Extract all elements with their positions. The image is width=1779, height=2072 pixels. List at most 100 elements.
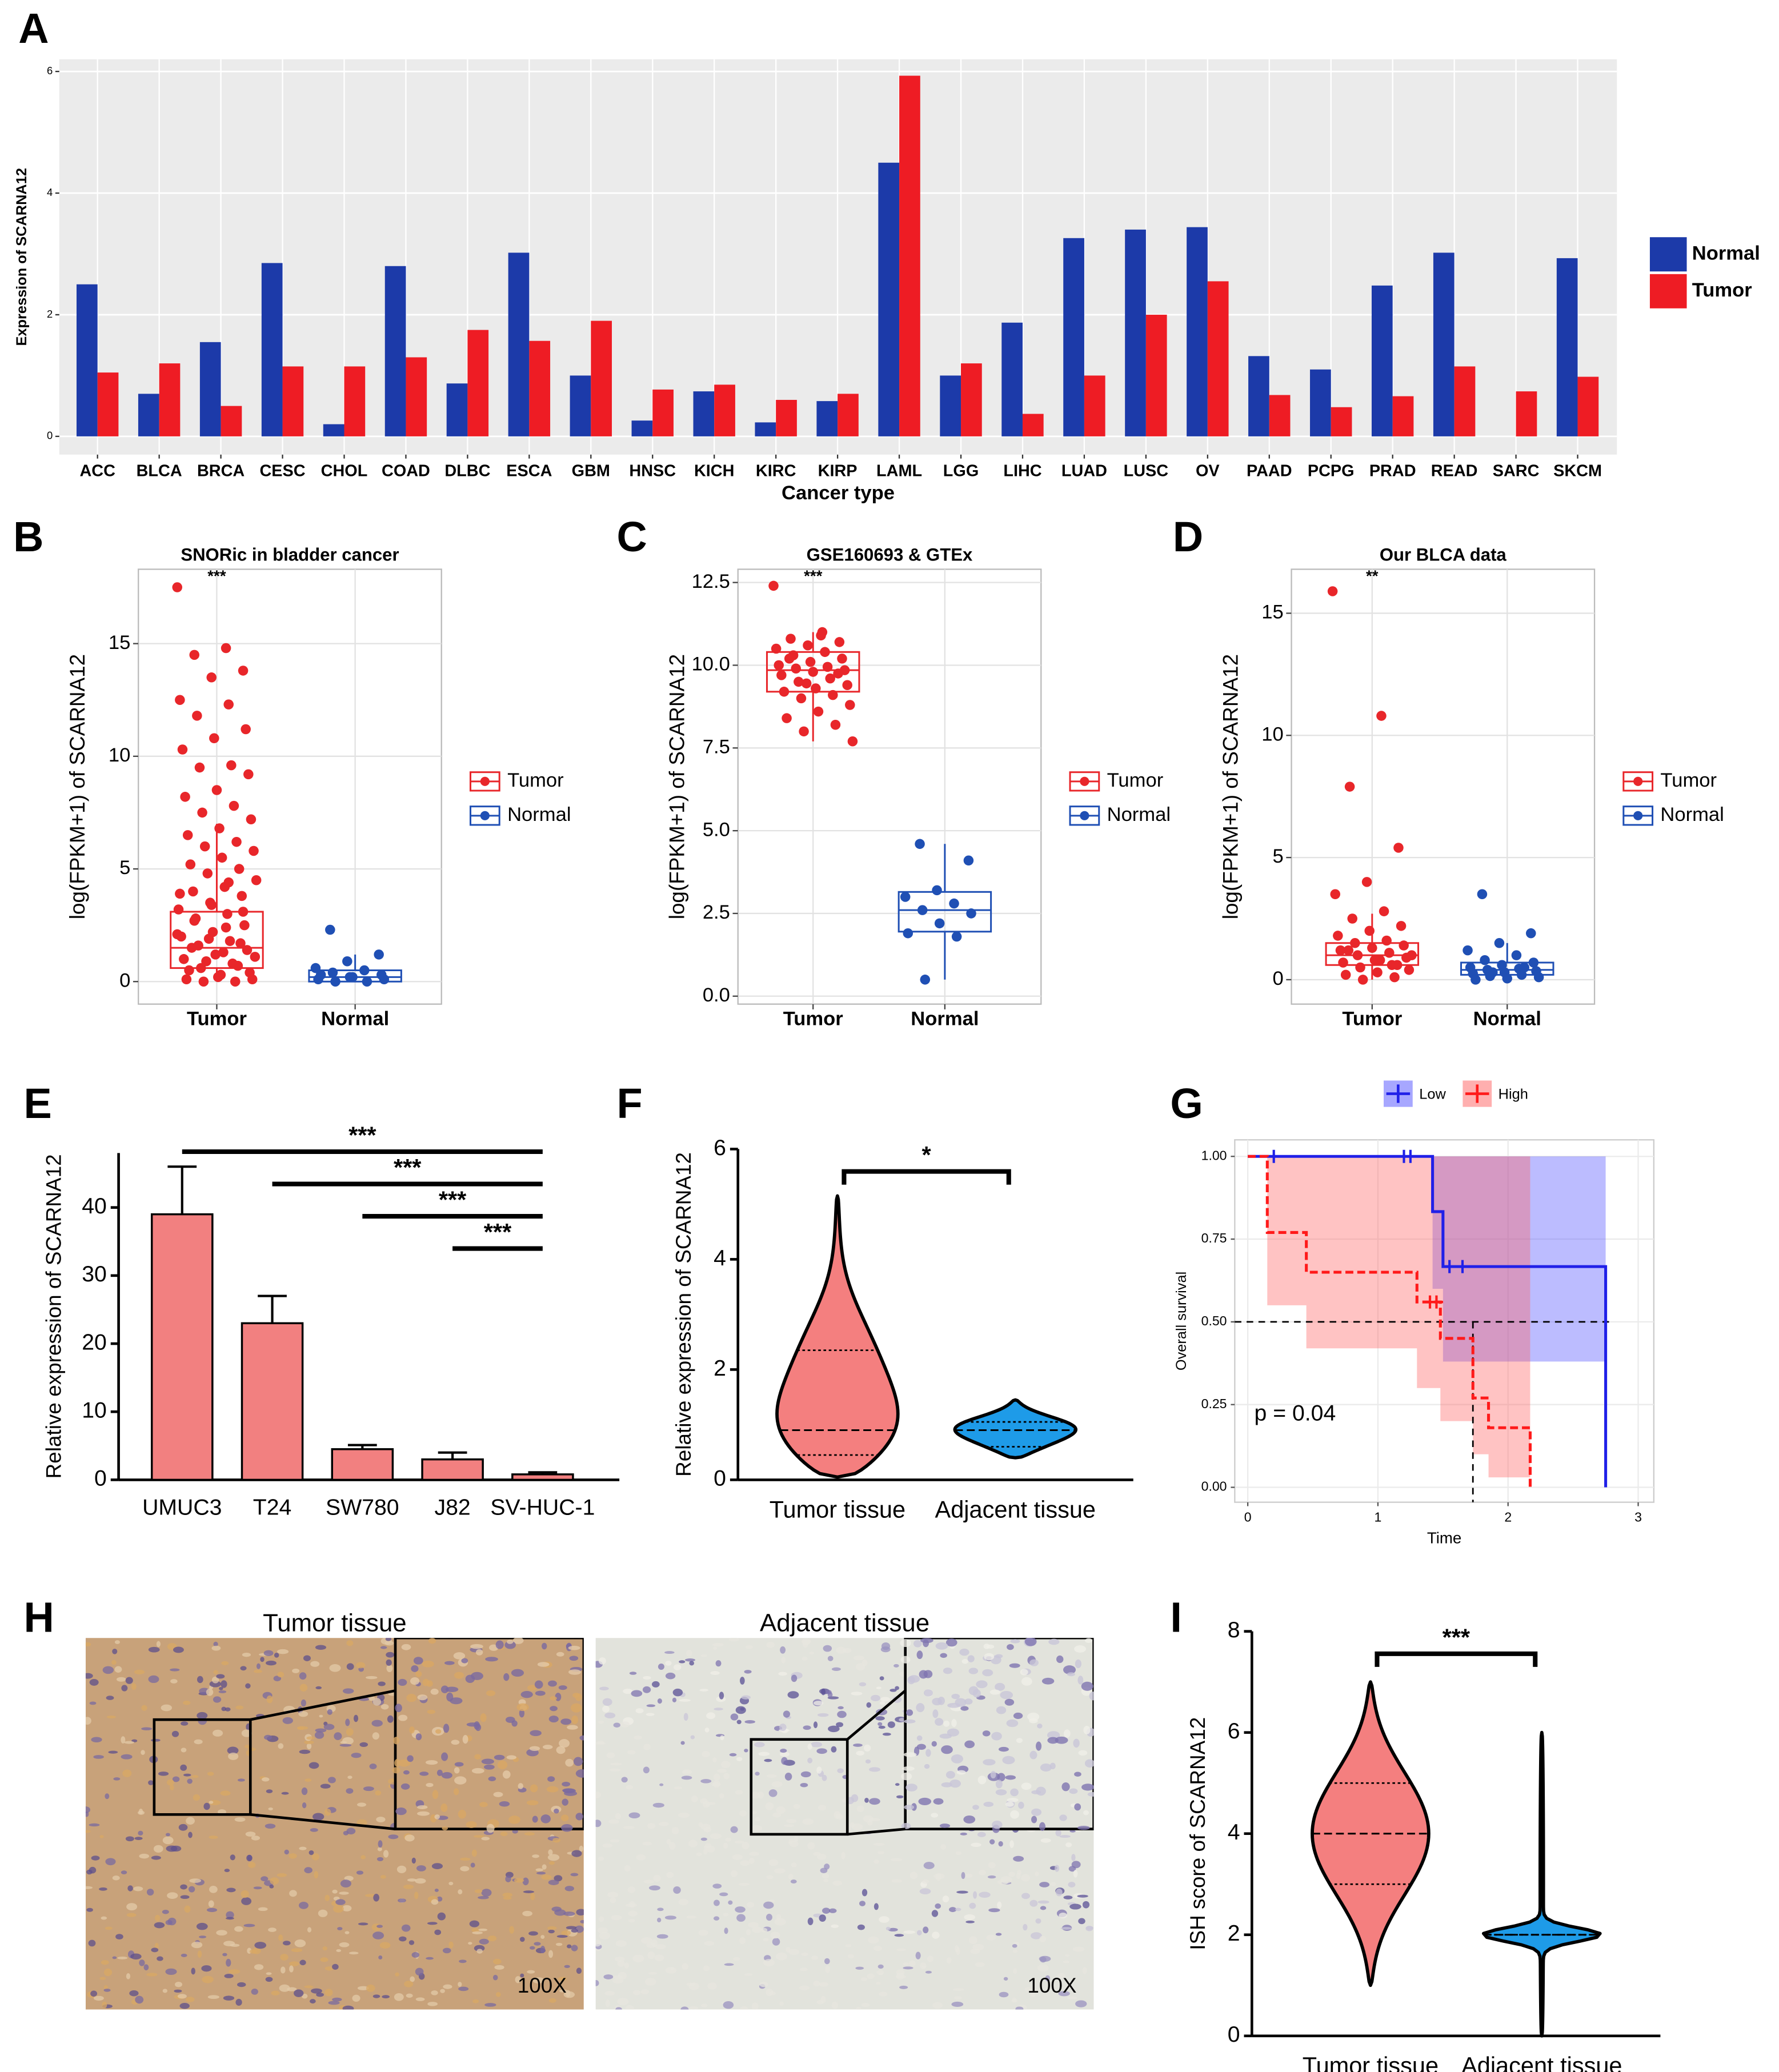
image-title: Tumor tissue — [263, 1609, 407, 1637]
cell — [807, 1842, 815, 1850]
cell — [207, 1772, 214, 1776]
cell — [700, 2003, 708, 2007]
inset-cell — [1074, 1803, 1081, 1811]
cell — [197, 1712, 208, 1720]
cell — [243, 1923, 255, 1927]
cell — [540, 1945, 546, 1954]
data-point — [1372, 967, 1383, 977]
cell — [155, 1914, 161, 1922]
data-point — [949, 898, 959, 909]
cell — [979, 1891, 991, 1898]
inset — [394, 1638, 584, 1830]
cell — [1085, 1926, 1093, 1931]
cell — [548, 1879, 559, 1885]
data-point — [1399, 940, 1409, 951]
inset-cell — [417, 1694, 428, 1701]
inset-cell — [1087, 1792, 1094, 1797]
inset-cell — [568, 1669, 582, 1675]
cell — [869, 1767, 880, 1772]
data-point — [197, 807, 207, 818]
bar — [1454, 366, 1476, 436]
cell — [206, 1907, 218, 1913]
inset-cell — [1031, 1790, 1041, 1794]
cell — [876, 1686, 882, 1690]
inset-cell — [960, 1706, 969, 1711]
cell — [656, 1934, 668, 1939]
bar — [1371, 285, 1393, 436]
cell — [277, 1672, 285, 1678]
data-point — [1327, 586, 1338, 596]
cell — [442, 1947, 451, 1954]
x-tick-label: LGG — [943, 462, 979, 480]
inset-cell — [995, 1780, 1003, 1789]
data-point — [776, 670, 787, 680]
inset-cell — [556, 1652, 564, 1657]
inset-cell — [1074, 1645, 1087, 1653]
data-point — [172, 582, 183, 592]
inset-cell — [916, 1650, 923, 1660]
cell — [612, 1978, 624, 1984]
data-point — [1396, 921, 1407, 931]
data-point — [221, 643, 231, 654]
data-point — [223, 699, 234, 710]
cell — [1015, 2006, 1024, 2010]
data-point — [1463, 945, 1473, 956]
cell — [666, 1838, 671, 1845]
cell — [85, 1830, 91, 1833]
cell — [836, 1646, 846, 1654]
inset-cell — [919, 1670, 928, 1679]
inset-cell — [990, 1771, 996, 1779]
bar — [199, 342, 221, 436]
cell — [979, 1869, 987, 1875]
bar — [508, 253, 530, 436]
cell — [1009, 1840, 1014, 1848]
inset-cell — [1040, 1764, 1052, 1772]
box-body — [170, 911, 264, 969]
cell — [552, 1838, 560, 1843]
cell — [781, 1657, 786, 1664]
inset-cell — [995, 1654, 1003, 1658]
data-point — [903, 928, 913, 939]
inset-cell — [908, 1675, 920, 1683]
cell — [133, 1886, 143, 1891]
cell — [89, 1823, 100, 1827]
inset-cell — [425, 1760, 438, 1765]
inset-cell — [475, 1649, 483, 1656]
cell — [755, 1817, 760, 1822]
cell — [788, 1841, 793, 1845]
cell — [378, 1955, 383, 1959]
data-point — [805, 656, 816, 667]
bar — [1084, 375, 1105, 436]
cell — [713, 1646, 718, 1650]
inset-cell — [392, 1737, 400, 1745]
inset-cell — [1073, 1738, 1080, 1748]
cell — [302, 1802, 307, 1809]
x-tick-label: UMUC3 — [142, 1495, 222, 1520]
data-point — [182, 830, 193, 840]
cell — [406, 1993, 413, 1998]
data-point — [1357, 975, 1368, 985]
cell — [1013, 1968, 1017, 1974]
data-point — [1340, 969, 1351, 980]
cell — [1069, 1903, 1081, 1910]
inset-cell — [428, 1638, 436, 1644]
cell — [710, 1671, 720, 1676]
cell — [1067, 1997, 1077, 1999]
data-point — [847, 736, 858, 747]
cell — [631, 1690, 643, 1697]
cell — [199, 1935, 207, 1938]
cell — [89, 1866, 97, 1874]
inset-cell — [998, 1746, 1009, 1752]
inset-cell — [951, 1693, 960, 1700]
cell — [379, 1942, 391, 1949]
cell — [923, 1926, 929, 1934]
cell — [655, 1944, 666, 1950]
inset-cell — [1078, 1750, 1088, 1756]
box-body — [897, 891, 992, 933]
data-point — [214, 823, 225, 833]
cell — [346, 1788, 354, 1794]
cell — [315, 1728, 327, 1733]
inset-cell — [518, 1783, 524, 1789]
plot-background — [737, 568, 1042, 1005]
cell — [682, 1963, 688, 1970]
